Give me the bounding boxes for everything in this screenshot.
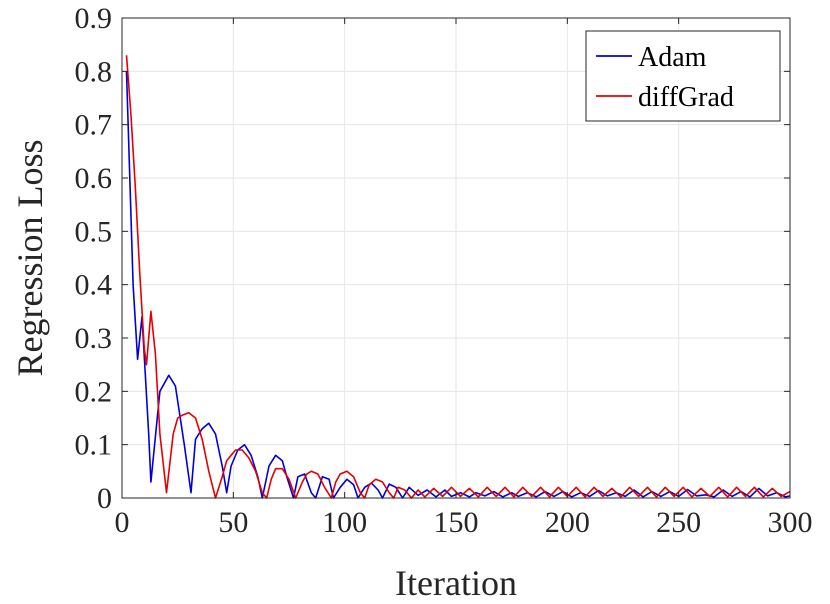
x-tick-label: 200: [545, 506, 590, 539]
legend-label-diffgrad: diffGrad: [638, 82, 734, 113]
y-tick-label: 0.3: [75, 322, 113, 355]
x-tick-label: 50: [218, 506, 248, 539]
ticks: 0 50 100 150 200 250 300 0 0.1 0.2 0.3 0.4 0.5 0.6 0.7…: [75, 2, 813, 539]
y-tick-label: 0.1: [75, 429, 113, 462]
x-tick-label: 0: [115, 506, 130, 539]
y-axis-label: Regression Loss: [10, 140, 50, 377]
legend-box: [585, 30, 781, 122]
y-tick-label: 0.4: [75, 269, 113, 302]
y-tick-label: 0.6: [75, 162, 113, 195]
series-line-diffgrad: [125, 55, 791, 499]
legend: Adam diffGrad: [585, 30, 781, 122]
y-tick-label: 0.5: [75, 215, 113, 248]
x-axis-label: Iteration: [395, 563, 517, 603]
y-tick-label: 0: [97, 482, 112, 515]
y-tick-label: 0.2: [75, 375, 113, 408]
x-tick-label: 300: [768, 506, 813, 539]
y-tick-label: 0.9: [75, 2, 113, 35]
x-tick-label: 250: [656, 506, 701, 539]
x-tick-label: 150: [434, 506, 479, 539]
legend-label-adam: Adam: [638, 42, 707, 73]
y-tick-label: 0.7: [75, 109, 113, 142]
series-layer: [125, 55, 791, 499]
y-tick-label: 0.8: [75, 55, 113, 88]
x-tick-label: 100: [322, 506, 367, 539]
